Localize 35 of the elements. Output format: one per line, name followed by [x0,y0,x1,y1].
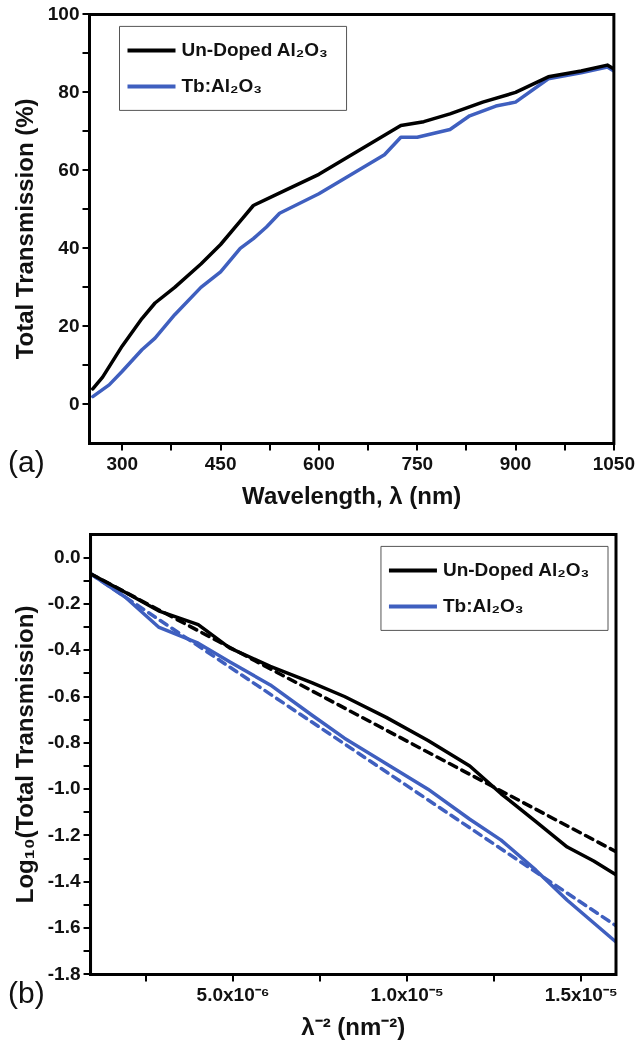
x-tick-label: 750 [401,453,434,475]
x-axis-title: λ⁻² (nm⁻²) [301,1013,406,1041]
y-tick-label: 0.0 [54,545,81,567]
y-tick-label: 20 [58,314,80,336]
y-tick-label: -0.8 [47,731,81,753]
y-tick-label: -1.2 [47,823,81,845]
y-tick-label: -1.8 [47,962,81,984]
y-tick-label: 0 [68,392,80,414]
text: (a) [8,444,45,478]
x-tick-label: 450 [204,453,237,475]
y-tick-label: -1.4 [47,870,81,891]
x-tick-label: 1.0x10⁻⁵ [370,984,444,1006]
x-tick-label: 1050 [592,453,636,475]
legend-label: Tb:Al₂O₃ [181,74,263,96]
text: (b) [8,975,45,1009]
y-axis-title: Total Transmission (%) [11,98,39,360]
x-tick-label: 5.0x10⁻⁶ [196,984,270,1006]
y-tick-label: -0.4 [47,638,81,660]
y-tick-label: 100 [47,2,80,24]
legend-label: Tb:Al₂O₃ [442,594,524,616]
y-tick-label: -1.0 [47,777,81,799]
y-axis-title: Log₁₀(Total Transmission) [11,605,39,904]
y-tick-label: -1.6 [47,916,81,938]
legend-label: Un-Doped Al₂O₃ [442,558,590,580]
x-tick-label: 900 [499,453,532,475]
x-tick-label: 1.5x10⁻⁵ [544,984,618,1006]
x-tick-label: 300 [106,453,139,475]
y-tick-label: 40 [58,236,80,258]
y-tick-label: -0.6 [47,684,81,706]
y-tick-label: 60 [58,158,80,180]
legend-label: Un-Doped Al₂O₃ [181,38,328,60]
y-tick-label: 80 [58,80,80,102]
y-tick-label: -0.2 [47,592,81,614]
x-tick-label: 600 [303,453,335,475]
x-axis-title: Wavelength, λ (nm) [242,482,462,510]
